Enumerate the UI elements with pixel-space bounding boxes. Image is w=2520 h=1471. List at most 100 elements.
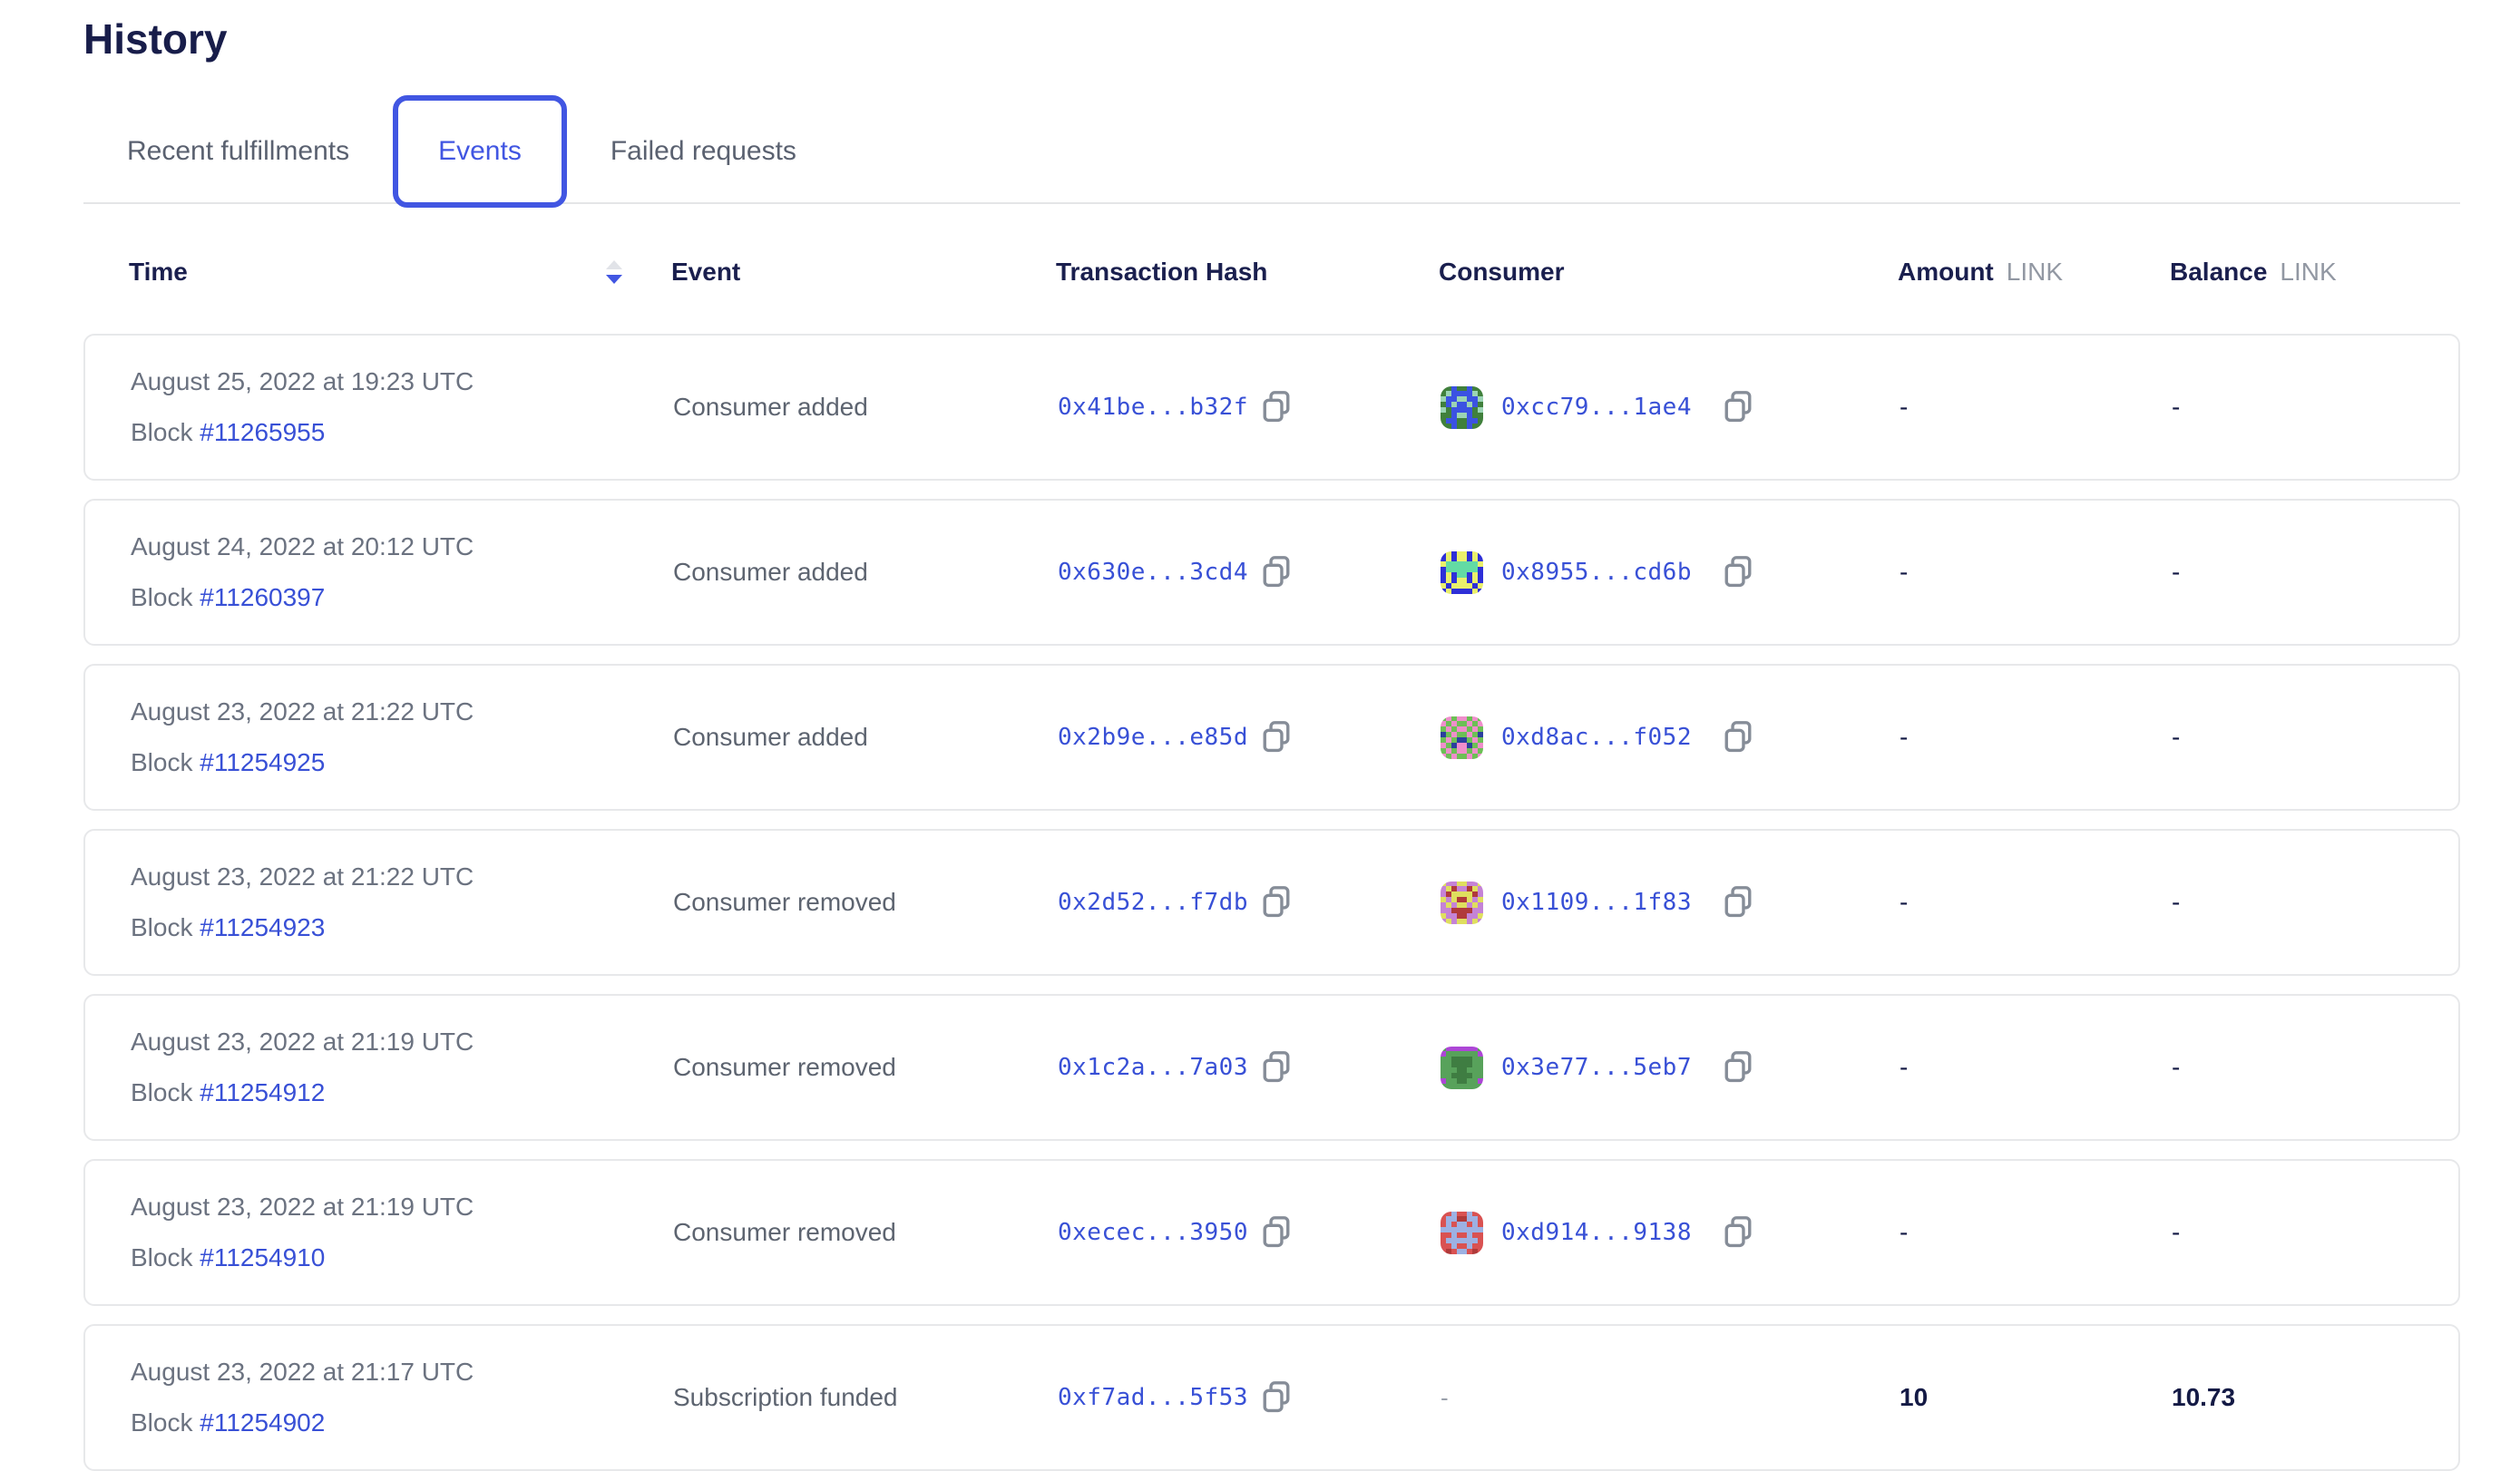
copy-icon[interactable] — [1261, 555, 1292, 589]
event-timestamp: August 23, 2022 at 21:19 UTC — [131, 1028, 474, 1056]
event-timestamp: August 23, 2022 at 21:22 UTC — [131, 862, 474, 891]
consumer-address-link[interactable]: 0xcc79...1ae4 — [1501, 394, 1692, 421]
copy-icon[interactable] — [1261, 390, 1292, 424]
consumer-avatar-icon — [1441, 881, 1483, 924]
transaction-hash-link[interactable]: 0x1c2a...7a03 — [1058, 1054, 1248, 1081]
transaction-hash-link[interactable]: 0x2d52...f7db — [1058, 889, 1248, 916]
transaction-hash-cell: 0x1c2a...7a03 — [1058, 1050, 1441, 1085]
consumer-address-link[interactable]: 0xd914...9138 — [1501, 1219, 1692, 1246]
consumer-identity: 0x3e77...5eb7 — [1441, 1046, 1900, 1089]
consumer-address-link[interactable]: 0x8955...cd6b — [1501, 559, 1692, 586]
sort-descending-icon[interactable] — [604, 258, 624, 286]
copy-icon[interactable] — [1261, 720, 1292, 755]
tab-failed-requests[interactable]: Failed requests — [610, 136, 796, 166]
event-timestamp: August 25, 2022 at 19:23 UTC — [131, 367, 474, 395]
balance-cell: - — [2172, 723, 2458, 752]
balance-unit-label: LINK — [2280, 258, 2337, 286]
column-header-transaction-hash: Transaction Hash — [1056, 258, 1268, 286]
block-line: Block #11254910 — [131, 1243, 673, 1272]
copy-icon[interactable] — [1723, 390, 1753, 424]
copy-icon[interactable] — [1723, 555, 1753, 589]
block-number-link[interactable]: #11260397 — [200, 583, 326, 611]
amount-cell: - — [1900, 1053, 2172, 1082]
transaction-hash-cell: 0x41be...b32f — [1058, 390, 1441, 424]
transaction-hash-cell: 0x2d52...f7db — [1058, 885, 1441, 920]
transaction-hash-link[interactable]: 0xecec...3950 — [1058, 1219, 1248, 1246]
amount-cell: - — [1900, 723, 2172, 752]
column-header-consumer: Consumer — [1439, 258, 1565, 286]
events-table-body: August 25, 2022 at 19:23 UTC Block #1126… — [83, 334, 2460, 1471]
event-type: Subscription funded — [673, 1383, 898, 1411]
event-type: Consumer removed — [673, 1053, 896, 1081]
time-cell: August 23, 2022 at 21:22 UTC Block #1125… — [131, 862, 673, 942]
block-label: Block — [131, 583, 193, 611]
tab-events[interactable]: Events — [393, 95, 567, 208]
copy-icon[interactable] — [1261, 1380, 1292, 1415]
copy-icon[interactable] — [1723, 1050, 1753, 1085]
event-row: August 23, 2022 at 21:17 UTC Block #1125… — [83, 1324, 2460, 1471]
balance-cell: - — [2172, 1218, 2458, 1247]
column-header-balance-label: Balance — [2170, 258, 2268, 286]
tab-recent-fulfillments[interactable]: Recent fulfillments — [127, 136, 350, 166]
consumer-identity: 0x8955...cd6b — [1441, 550, 1900, 594]
column-header-time: Time — [129, 258, 671, 287]
block-line: Block #11254925 — [131, 748, 673, 777]
transaction-hash-link[interactable]: 0x630e...3cd4 — [1058, 559, 1248, 586]
time-cell: August 23, 2022 at 21:19 UTC Block #1125… — [131, 1028, 673, 1107]
copy-icon[interactable] — [1723, 885, 1753, 920]
event-type: Consumer removed — [673, 1218, 896, 1246]
event-row: August 23, 2022 at 21:22 UTC Block #1125… — [83, 664, 2460, 811]
copy-icon[interactable] — [1261, 885, 1292, 920]
copy-icon[interactable] — [1261, 1050, 1292, 1085]
amount-value: - — [1900, 558, 1909, 586]
amount-cell: - — [1900, 888, 2172, 917]
balance-cell: - — [2172, 558, 2458, 587]
copy-icon[interactable] — [1261, 1215, 1292, 1250]
copy-icon[interactable] — [1723, 1215, 1753, 1250]
consumer-cell: 0x1109...1f83 — [1441, 881, 1900, 924]
event-type: Consumer added — [673, 723, 868, 751]
column-header-event: Event — [671, 258, 741, 286]
amount-value: 10 — [1900, 1383, 1929, 1411]
block-line: Block #11254902 — [131, 1408, 673, 1437]
event-row: August 25, 2022 at 19:23 UTC Block #1126… — [83, 334, 2460, 481]
block-number-link[interactable]: #11254902 — [200, 1408, 326, 1437]
consumer-avatar-icon — [1441, 550, 1483, 594]
tab-events-label: Events — [438, 136, 522, 166]
consumer-address-link[interactable]: 0x1109...1f83 — [1501, 889, 1692, 916]
balance-value: - — [2172, 558, 2181, 586]
amount-value: - — [1900, 393, 1909, 421]
consumer-cell: 0xd914...9138 — [1441, 1211, 1900, 1254]
transaction-hash-link[interactable]: 0x2b9e...e85d — [1058, 724, 1248, 751]
event-timestamp: August 23, 2022 at 21:17 UTC — [131, 1358, 474, 1386]
transaction-hash-link[interactable]: 0x41be...b32f — [1058, 394, 1248, 421]
consumer-cell: 0xcc79...1ae4 — [1441, 385, 1900, 429]
block-number-link[interactable]: #11254912 — [200, 1078, 326, 1106]
block-number-link[interactable]: #11254910 — [200, 1243, 326, 1271]
block-number-link[interactable]: #11254923 — [200, 913, 326, 941]
event-row: August 24, 2022 at 20:12 UTC Block #1126… — [83, 499, 2460, 646]
consumer-identity: 0x1109...1f83 — [1441, 881, 1900, 924]
consumer-avatar-icon — [1441, 1211, 1483, 1254]
consumer-identity: 0xd914...9138 — [1441, 1211, 1900, 1254]
copy-icon[interactable] — [1723, 720, 1753, 755]
balance-value: - — [2172, 393, 2181, 421]
event-type: Consumer removed — [673, 888, 896, 916]
consumer-avatar-icon — [1441, 716, 1483, 759]
block-number-link[interactable]: #11265955 — [200, 418, 326, 446]
balance-value: 10.73 — [2172, 1383, 2236, 1411]
amount-cell: - — [1900, 1218, 2172, 1247]
column-header-balance: Balance LINK — [2170, 258, 2460, 287]
balance-cell: - — [2172, 1053, 2458, 1082]
amount-value: - — [1900, 723, 1909, 751]
consumer-address-link[interactable]: 0x3e77...5eb7 — [1501, 1054, 1692, 1081]
consumer-address-link[interactable]: 0xd8ac...f052 — [1501, 724, 1692, 751]
amount-value: - — [1900, 1053, 1909, 1081]
event-row: August 23, 2022 at 21:19 UTC Block #1125… — [83, 994, 2460, 1141]
consumer-avatar-icon — [1441, 1046, 1483, 1089]
block-number-link[interactable]: #11254925 — [200, 748, 326, 776]
balance-cell: - — [2172, 393, 2458, 422]
transaction-hash-link[interactable]: 0xf7ad...5f53 — [1058, 1384, 1248, 1411]
transaction-hash-cell: 0xecec...3950 — [1058, 1215, 1441, 1250]
balance-cell: 10.73 — [2172, 1383, 2458, 1412]
